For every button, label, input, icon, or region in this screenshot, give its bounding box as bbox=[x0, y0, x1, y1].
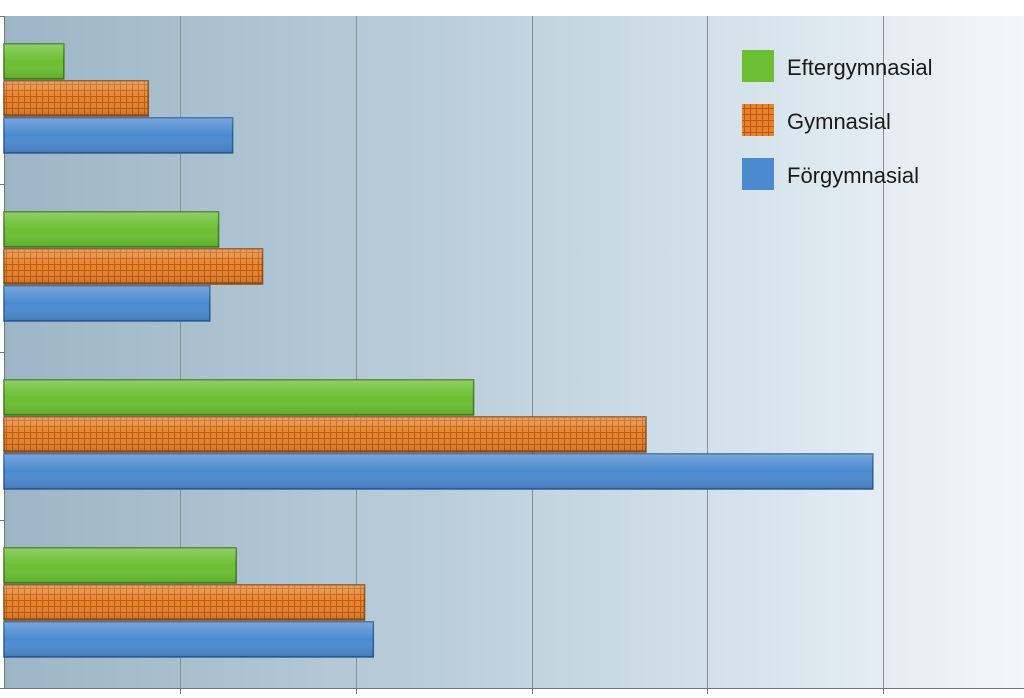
bar-shine bbox=[4, 44, 64, 79]
bar-shine bbox=[4, 249, 263, 284]
bar-shine bbox=[4, 118, 233, 153]
legend-label-eftergymnasial: Eftergymnasial bbox=[787, 55, 933, 80]
bar-shine bbox=[4, 380, 474, 415]
bar-shine bbox=[4, 212, 219, 247]
legend-swatch-eftergymnasial bbox=[742, 50, 774, 82]
bars bbox=[3, 43, 874, 658]
bar-shine bbox=[4, 286, 210, 321]
bar-shine bbox=[4, 548, 237, 583]
bar-shine bbox=[4, 585, 365, 620]
bar-shine bbox=[4, 417, 646, 452]
bar-shine bbox=[4, 622, 374, 657]
legend-swatch-gymnasial bbox=[742, 104, 774, 136]
legend-swatch-förgymnasial bbox=[742, 158, 774, 190]
legend-label-förgymnasial: Förgymnasial bbox=[787, 163, 919, 188]
bar-shine bbox=[4, 81, 149, 116]
legend: Eftergymnasial Gymnasial Förgymnasial bbox=[742, 50, 933, 190]
bar-shine bbox=[4, 454, 873, 489]
legend-label-gymnasial: Gymnasial bbox=[787, 109, 891, 134]
